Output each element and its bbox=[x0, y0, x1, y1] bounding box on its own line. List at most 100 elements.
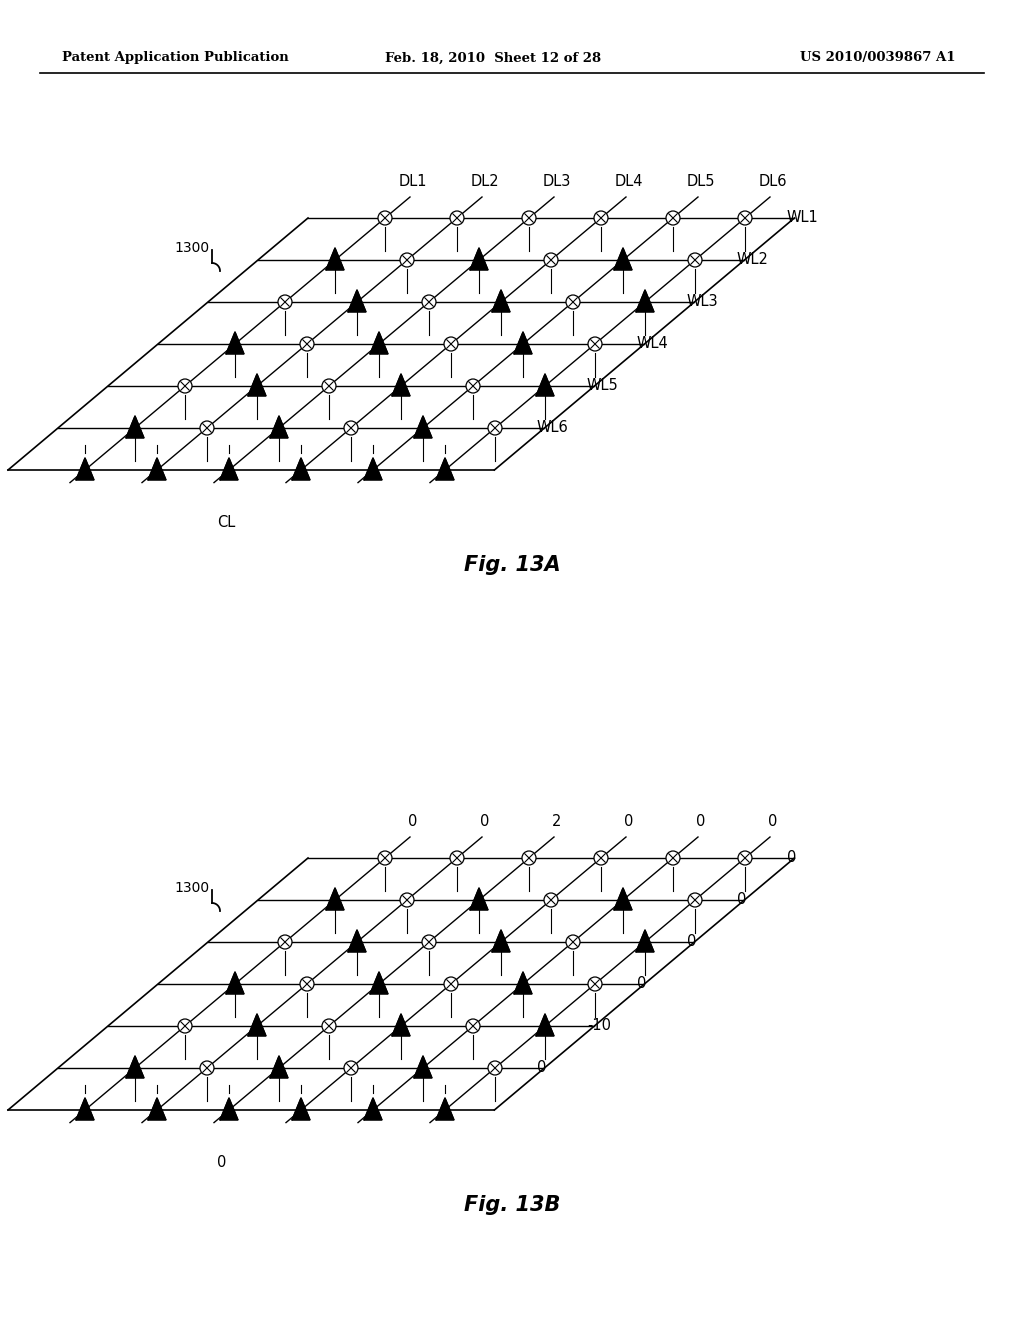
Circle shape bbox=[566, 294, 580, 309]
Circle shape bbox=[544, 253, 558, 267]
Text: DL4: DL4 bbox=[614, 174, 643, 189]
Text: 1300: 1300 bbox=[175, 880, 210, 895]
Polygon shape bbox=[76, 458, 94, 480]
Text: WL3: WL3 bbox=[687, 294, 719, 309]
Polygon shape bbox=[226, 972, 244, 994]
Polygon shape bbox=[636, 929, 654, 952]
Circle shape bbox=[400, 894, 414, 907]
Circle shape bbox=[200, 421, 214, 436]
Polygon shape bbox=[636, 290, 654, 312]
Circle shape bbox=[444, 337, 458, 351]
Polygon shape bbox=[492, 290, 510, 312]
Circle shape bbox=[588, 977, 602, 991]
Polygon shape bbox=[492, 929, 510, 952]
Circle shape bbox=[588, 337, 602, 351]
Polygon shape bbox=[220, 458, 238, 480]
Circle shape bbox=[594, 211, 608, 224]
Circle shape bbox=[488, 421, 502, 436]
Circle shape bbox=[200, 1061, 214, 1074]
Polygon shape bbox=[220, 1098, 238, 1119]
Circle shape bbox=[594, 851, 608, 865]
Polygon shape bbox=[436, 1098, 454, 1119]
Circle shape bbox=[300, 977, 314, 991]
Text: DL6: DL6 bbox=[758, 174, 786, 189]
Circle shape bbox=[738, 851, 752, 865]
Text: DL1: DL1 bbox=[398, 174, 427, 189]
Circle shape bbox=[322, 1019, 336, 1034]
Circle shape bbox=[178, 379, 193, 393]
Circle shape bbox=[344, 1061, 358, 1074]
Circle shape bbox=[444, 977, 458, 991]
Text: 0: 0 bbox=[696, 813, 706, 829]
Text: 0: 0 bbox=[768, 813, 777, 829]
Polygon shape bbox=[614, 248, 632, 269]
Polygon shape bbox=[514, 331, 532, 354]
Polygon shape bbox=[248, 1014, 266, 1036]
Text: DL5: DL5 bbox=[686, 174, 715, 189]
Polygon shape bbox=[292, 1098, 310, 1119]
Circle shape bbox=[666, 211, 680, 224]
Text: WL4: WL4 bbox=[637, 337, 669, 351]
Circle shape bbox=[278, 935, 292, 949]
Polygon shape bbox=[270, 416, 288, 438]
Text: 0: 0 bbox=[480, 813, 489, 829]
Text: 0: 0 bbox=[637, 977, 646, 991]
Circle shape bbox=[522, 211, 536, 224]
Polygon shape bbox=[364, 1098, 382, 1119]
Polygon shape bbox=[536, 1014, 554, 1036]
Polygon shape bbox=[148, 1098, 166, 1119]
Text: -10: -10 bbox=[587, 1019, 611, 1034]
Circle shape bbox=[738, 211, 752, 224]
Circle shape bbox=[688, 894, 702, 907]
Circle shape bbox=[522, 851, 536, 865]
Polygon shape bbox=[414, 1056, 432, 1078]
Text: 0: 0 bbox=[624, 813, 633, 829]
Circle shape bbox=[378, 211, 392, 224]
Circle shape bbox=[666, 851, 680, 865]
Polygon shape bbox=[370, 972, 388, 994]
Polygon shape bbox=[348, 929, 366, 952]
Text: 0: 0 bbox=[737, 892, 746, 908]
Polygon shape bbox=[392, 1014, 410, 1036]
Circle shape bbox=[466, 1019, 480, 1034]
Circle shape bbox=[344, 421, 358, 436]
Text: DL2: DL2 bbox=[470, 174, 499, 189]
Polygon shape bbox=[514, 972, 532, 994]
Polygon shape bbox=[392, 374, 410, 396]
Text: Patent Application Publication: Patent Application Publication bbox=[62, 51, 289, 65]
Polygon shape bbox=[270, 1056, 288, 1078]
Polygon shape bbox=[436, 458, 454, 480]
Text: 1300: 1300 bbox=[175, 242, 210, 255]
Polygon shape bbox=[326, 888, 344, 909]
Polygon shape bbox=[470, 888, 488, 909]
Circle shape bbox=[278, 294, 292, 309]
Circle shape bbox=[400, 253, 414, 267]
Text: 0: 0 bbox=[787, 850, 797, 866]
Text: Feb. 18, 2010  Sheet 12 of 28: Feb. 18, 2010 Sheet 12 of 28 bbox=[385, 51, 601, 65]
Text: Fig. 13B: Fig. 13B bbox=[464, 1195, 560, 1214]
Text: DL3: DL3 bbox=[543, 174, 570, 189]
Polygon shape bbox=[370, 331, 388, 354]
Circle shape bbox=[544, 894, 558, 907]
Text: 2: 2 bbox=[552, 813, 561, 829]
Circle shape bbox=[422, 935, 436, 949]
Text: WL1: WL1 bbox=[787, 210, 819, 226]
Text: 0: 0 bbox=[537, 1060, 547, 1076]
Polygon shape bbox=[414, 416, 432, 438]
Polygon shape bbox=[364, 458, 382, 480]
Circle shape bbox=[450, 211, 464, 224]
Polygon shape bbox=[614, 888, 632, 909]
Polygon shape bbox=[226, 331, 244, 354]
Polygon shape bbox=[470, 248, 488, 269]
Text: 0: 0 bbox=[687, 935, 696, 949]
Polygon shape bbox=[536, 374, 554, 396]
Text: WL6: WL6 bbox=[537, 421, 568, 436]
Circle shape bbox=[566, 935, 580, 949]
Circle shape bbox=[422, 294, 436, 309]
Circle shape bbox=[300, 337, 314, 351]
Text: 0: 0 bbox=[408, 813, 417, 829]
Polygon shape bbox=[292, 458, 310, 480]
Text: CL: CL bbox=[217, 515, 236, 531]
Polygon shape bbox=[126, 1056, 144, 1078]
Polygon shape bbox=[326, 248, 344, 269]
